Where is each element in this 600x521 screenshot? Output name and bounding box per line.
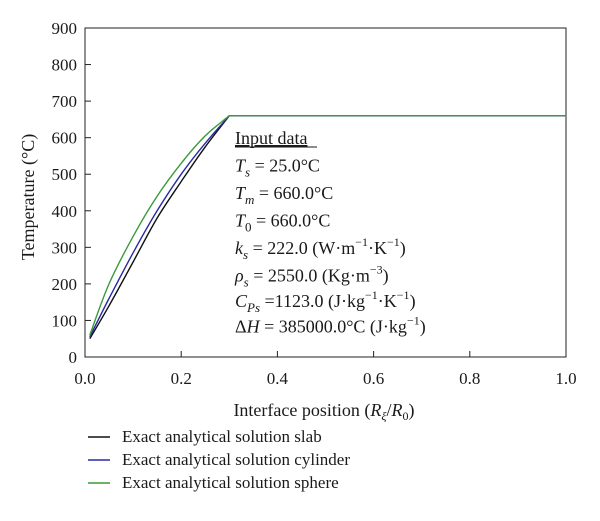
x-tick-label: 1.0 [555, 369, 576, 388]
annotation-line: ks = 222.0 (W·m−1·K−1) [235, 235, 406, 262]
y-axis-title: Temperature (°C) [18, 134, 39, 260]
y-tick-label: 800 [52, 56, 78, 75]
annotation-line: ΔH = 385000.0°C (J·kg−1) [235, 314, 426, 338]
legend-label: Exact analytical solution cylinder [122, 450, 350, 469]
y-tick-label: 100 [52, 311, 78, 330]
x-axis: 0.0 0.2 0.4 0.6 0.8 1.0 [74, 351, 577, 388]
y-tick-label: 600 [52, 129, 78, 148]
legend-label: Exact analytical solution slab [122, 427, 322, 446]
x-tick-label: 0.6 [363, 369, 384, 388]
y-tick-label: 700 [52, 92, 78, 111]
y-tick-label: 200 [52, 275, 78, 294]
annotation-line: ρs = 2550.0 (Kg·m−3) [234, 263, 389, 290]
x-tick-label: 0.8 [459, 369, 480, 388]
series-line [89, 115, 566, 340]
y-axis: 0 100 200 300 400 500 600 700 800 900 [52, 19, 91, 367]
y-tick-label: 900 [52, 19, 78, 38]
input-data-annotation: Input data Ts = 25.0°C Tm = 660.0°C T0 = 66… [234, 128, 426, 338]
y-tick-label: 300 [52, 238, 78, 257]
y-tick-label: 0 [69, 348, 78, 367]
x-tick-label: 0.2 [171, 369, 192, 388]
annotation-line: CPs =1123.0 (J·kg−1·K−1) [235, 288, 416, 315]
annotation-heading: Input data [235, 128, 307, 148]
x-tick-label: 0.4 [267, 369, 289, 388]
x-axis-title: Interface position (Rξ/R0) [233, 400, 414, 423]
annotation-line: T0 = 660.0°C [235, 211, 330, 235]
plot-frame [84, 27, 567, 358]
y-tick-label: 500 [52, 165, 78, 184]
annotation-line: Tm = 660.0°C [235, 183, 333, 207]
x-tick-label: 0.0 [74, 369, 95, 388]
series-line [89, 115, 566, 336]
y-tick-label: 400 [52, 202, 78, 221]
series-layer [89, 115, 566, 340]
annotation-line: Ts = 25.0°C [235, 156, 320, 180]
legend: Exact analytical solution slab Exact anal… [88, 427, 350, 492]
plot-border [84, 27, 567, 358]
legend-label: Exact analytical solution sphere [122, 473, 339, 492]
series-line [89, 115, 566, 338]
